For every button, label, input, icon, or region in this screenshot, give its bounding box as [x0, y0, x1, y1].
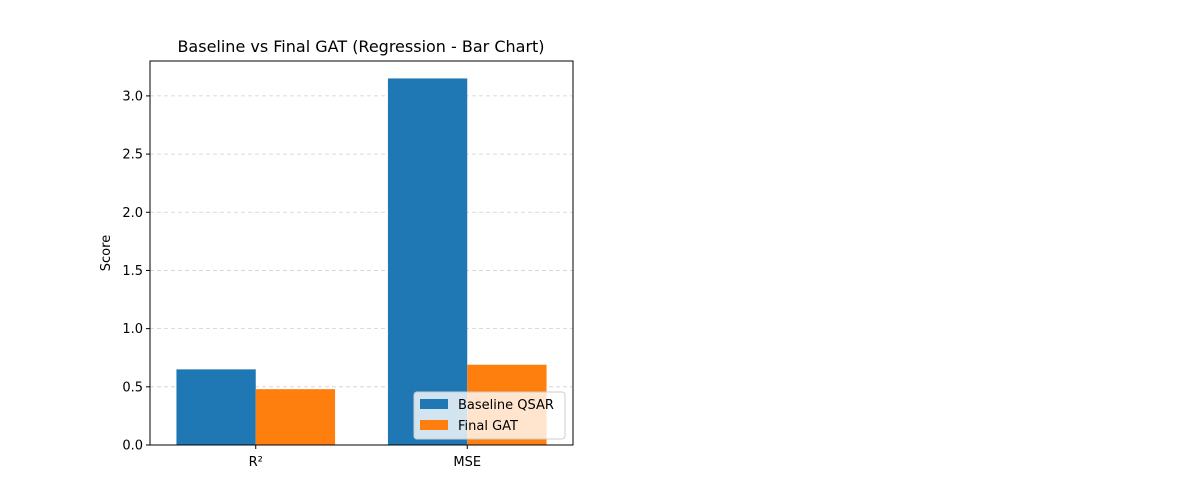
y-tick-label: 2.0 [122, 206, 143, 221]
x-axis: R² MSE [249, 445, 481, 470]
x-tick-label: R² [249, 455, 263, 470]
y-tick-label: 1.0 [122, 322, 143, 337]
y-tick-label: 0.0 [122, 439, 143, 454]
y-tick-label: 0.5 [122, 380, 143, 395]
legend-box [413, 391, 566, 440]
legend-label: Final GAT [458, 419, 518, 434]
bar-baseline-qsar [387, 78, 468, 446]
y-axis-label: Score [99, 235, 114, 271]
y-tick-label: 2.5 [122, 148, 143, 163]
bars-layer [176, 78, 547, 446]
legend-label: Baseline QSAR [458, 398, 554, 413]
x-tick-label: MSE [453, 455, 481, 470]
legend-swatch [420, 420, 448, 430]
plot-frame [149, 60, 574, 446]
legend: Baseline QSAR Final GAT [413, 391, 566, 440]
bar-final-gat [255, 389, 336, 445]
y-axis: 0.0 0.5 1.0 1.5 2.0 2.5 3.0 [122, 89, 150, 454]
bar-baseline-qsar [176, 369, 256, 445]
y-tick-label: 3.0 [122, 89, 143, 104]
chart-title: Baseline vs Final GAT (Regression - Bar … [177, 37, 544, 56]
y-tick-label: 1.5 [122, 264, 143, 279]
legend-swatch [420, 399, 448, 409]
